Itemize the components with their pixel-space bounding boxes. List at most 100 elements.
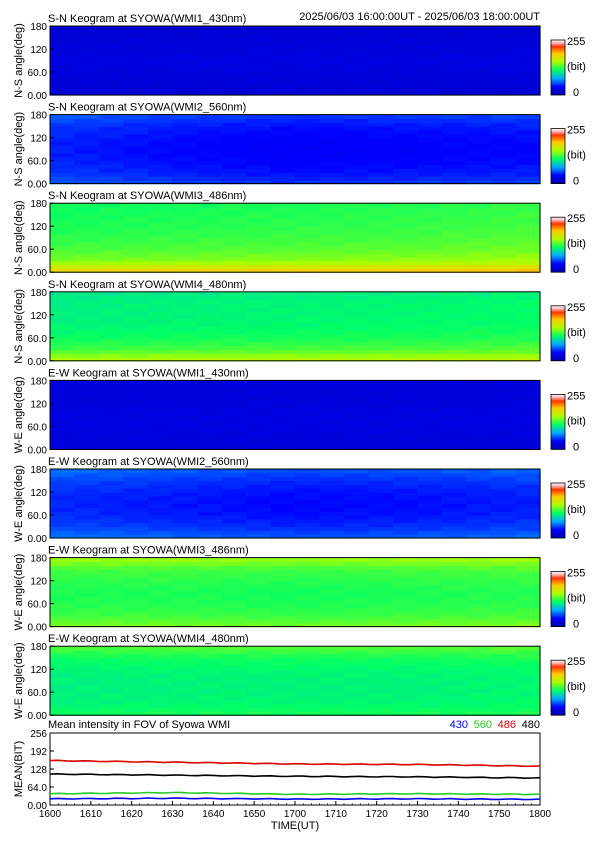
heatmap-cell [270, 175, 296, 181]
heatmap-cell [319, 476, 345, 482]
heatmap-cell [344, 391, 370, 397]
panel-frame [49, 379, 541, 450]
heatmap-cell [491, 657, 517, 663]
heatmap-cell [221, 318, 247, 324]
heatmap-cell [197, 653, 223, 659]
heatmap-cell [491, 399, 517, 404]
heatmap-cell [148, 330, 174, 335]
heatmap-cell [123, 137, 149, 143]
heatmap-cell [148, 422, 174, 427]
heatmap-cell [50, 168, 76, 173]
heatmap-cell [442, 476, 468, 482]
heatmap-cell [515, 145, 541, 150]
heatmap-cell [148, 399, 174, 404]
heatmap-cell [246, 607, 272, 612]
heatmap-cell [319, 661, 345, 666]
heatmap-cell [172, 164, 198, 169]
heatmap-cell [99, 268, 125, 273]
heatmap-cell [172, 33, 198, 39]
heatmap-cell [466, 137, 492, 143]
heatmap-cell [221, 557, 247, 563]
heatmap-cell [270, 260, 296, 266]
heatmap-cell [148, 149, 174, 154]
heatmap-cell [74, 56, 100, 62]
heatmap-cell [221, 430, 247, 435]
heatmap-cell [466, 492, 492, 497]
heatmap-cell [295, 83, 321, 88]
heatmap-cell [515, 492, 541, 497]
heatmap-cell [344, 661, 370, 666]
heatmap-cell [172, 268, 198, 273]
heatmap-cell [295, 526, 321, 531]
heatmap-cell [246, 680, 272, 686]
heatmap-cell [246, 692, 272, 697]
heatmap-cell [99, 345, 125, 350]
heatmap-cell [368, 314, 394, 320]
heatmap-cell [148, 56, 174, 62]
heatmap-cell [148, 441, 174, 447]
heatmap-cell [270, 565, 296, 570]
heatmap-cell [270, 303, 296, 308]
heatmap-cell [246, 233, 272, 239]
heatmap-cell [50, 291, 76, 297]
heatmap-cell [270, 241, 296, 246]
heatmap-cell [442, 214, 468, 220]
heatmap-cell [197, 595, 223, 601]
heatmap-cell [344, 37, 370, 42]
heatmap-cell [123, 391, 149, 397]
heatmap-cell [417, 56, 443, 62]
heatmap-cell [515, 341, 541, 347]
heatmap-cell [172, 45, 198, 50]
heatmap-cell [74, 356, 100, 362]
heatmap-cell [74, 469, 100, 474]
heatmap-cell [393, 507, 419, 512]
heatmap-cell [515, 422, 541, 427]
heatmap-cell [270, 226, 296, 231]
colorbar-unit-label: (bit) [567, 238, 586, 250]
heatmap-cell [148, 711, 174, 716]
heatmap-cell [50, 356, 76, 362]
heatmap-cell [319, 680, 345, 686]
heatmap-cell [123, 60, 149, 65]
heatmap-cell [417, 622, 443, 628]
heatmap-cell [344, 665, 370, 670]
heatmap-cell [417, 669, 443, 674]
heatmap-cell [221, 434, 247, 439]
heatmap-cell [442, 422, 468, 427]
heatmap-cell [270, 696, 296, 701]
heatmap-cell [466, 56, 492, 62]
heatmap-cell [246, 237, 272, 243]
heatmap-cell [74, 569, 100, 574]
heatmap-cell [319, 353, 345, 358]
heatmap-cell [99, 168, 125, 173]
heatmap-cell [221, 588, 247, 593]
heatmap-cell [246, 72, 272, 77]
heatmap-cell [270, 503, 296, 508]
heatmap-cell [123, 615, 149, 620]
heatmap-cell [515, 692, 541, 697]
heatmap-cell [515, 515, 541, 520]
heatmap-cell [172, 68, 198, 73]
heatmap-cell [74, 603, 100, 609]
heatmap-cell [221, 499, 247, 505]
heatmap-cell [99, 114, 125, 120]
heatmap-cell [368, 680, 394, 686]
heatmap-cell [491, 530, 517, 535]
heatmap-cell [344, 299, 370, 304]
heatmap-cell [221, 407, 247, 412]
heatmap-cell [319, 256, 345, 262]
heatmap-cell [344, 68, 370, 73]
heatmap-cell [197, 79, 223, 85]
heatmap-cell [368, 330, 394, 335]
heatmap-cell [270, 615, 296, 620]
heatmap-cell [221, 584, 247, 589]
keogram-panel: S-N Keogram at SYOWA(WMI4_480nm)0.0060.0… [13, 279, 586, 368]
heatmap-cell [246, 565, 272, 570]
heatmap-cell [319, 411, 345, 416]
heatmap-cell [99, 646, 125, 651]
heatmap-cell [491, 592, 517, 597]
heatmap-cell [417, 268, 443, 273]
heatmap-cell [393, 480, 419, 485]
heatmap-cell [368, 607, 394, 612]
heatmap-cell [393, 214, 419, 220]
